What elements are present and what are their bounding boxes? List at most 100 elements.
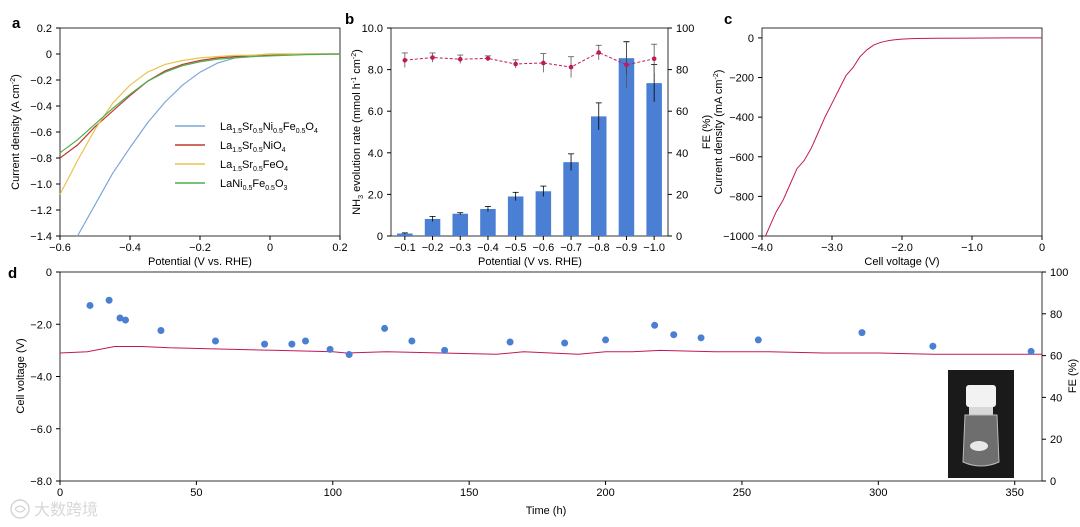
legend-entry-3: La1.5Sr0.5FeO4 bbox=[220, 159, 288, 173]
panel-b-ylabel: NH3 evolution rate (mmol h-1 cm-2) bbox=[351, 49, 365, 215]
panel-a-ytick-label: −0.2 bbox=[30, 75, 52, 87]
panel-c-xtick-label: −4.0 bbox=[751, 242, 773, 254]
panel-b-y2label: FE (%) bbox=[701, 115, 713, 149]
panel-b-ytick-label: 0 bbox=[377, 231, 383, 243]
panel-d-fe-point-1 bbox=[86, 301, 94, 309]
panel-b-xtick-label: −0.8 bbox=[588, 242, 610, 254]
panel-b-bar-6 bbox=[535, 191, 552, 236]
panel-d-voltage-line bbox=[59, 346, 1042, 355]
panel-d-xtick-label: 250 bbox=[733, 487, 751, 499]
panel-d-fe-point-3 bbox=[116, 314, 124, 322]
panel-b-y2tick-label: 80 bbox=[676, 65, 688, 77]
panel-b-ytick-label: 6.0 bbox=[368, 106, 383, 118]
panel-a-xtick-label: 0.2 bbox=[332, 242, 347, 254]
panel-label-b: b bbox=[345, 11, 354, 28]
watermark-text: 大数跨境 bbox=[34, 500, 98, 519]
panel-d-y2tick-label: 40 bbox=[1050, 392, 1062, 404]
legend-entry-1: La1.5Sr0.5Ni0.5Fe0.5O4 bbox=[220, 121, 318, 135]
panel-b-fe-point-7 bbox=[568, 64, 574, 70]
legend-entry-2: La1.5Sr0.5NiO4 bbox=[220, 140, 286, 154]
panel-d-y2tick-label: 0 bbox=[1050, 476, 1056, 488]
panel-b-ytick-label: 2.0 bbox=[368, 189, 383, 201]
panel-b-bar-7 bbox=[563, 162, 579, 236]
panel-d-fe-point-11 bbox=[345, 351, 353, 359]
panel-b-bar-2 bbox=[424, 218, 441, 236]
panel-d-fe-point-12 bbox=[381, 324, 389, 332]
panel-c-xtick-label: 0 bbox=[1039, 242, 1045, 254]
panel-d-fe-point-2 bbox=[105, 296, 113, 304]
panel-d-y2tick-label: 100 bbox=[1050, 267, 1068, 279]
panel-b-y2tick-label: 20 bbox=[676, 189, 688, 201]
panel-b-bar-4 bbox=[480, 208, 496, 236]
panel-a-series-3 bbox=[59, 53, 340, 195]
panel-b-fe-point-1 bbox=[402, 57, 408, 63]
panel-b-bar-5 bbox=[507, 196, 524, 236]
panel-a-xtick-label: −0.4 bbox=[119, 242, 141, 254]
panel-d-xtick-label: 150 bbox=[460, 487, 478, 499]
panel-b-xtick-label: −0.2 bbox=[422, 242, 444, 254]
panel-b-fe-point-5 bbox=[513, 61, 518, 67]
panel-c-ytick-label: −400 bbox=[729, 112, 754, 124]
panel-b-y2tick-label: 0 bbox=[676, 231, 682, 243]
panel-c-frame bbox=[761, 27, 1043, 237]
panel-a-ytick-label: −1.2 bbox=[30, 205, 52, 217]
panel-b-xtick-label: −0.6 bbox=[532, 242, 554, 254]
panel-c-ylabel: Current density (mA cm-2) bbox=[713, 70, 725, 195]
panel-b-fe-point-8 bbox=[596, 50, 602, 55]
panel-b-fe-point-6 bbox=[541, 60, 546, 66]
panel-d-fe-point-9 bbox=[302, 337, 309, 345]
panel-d-ytick-label: −4.0 bbox=[30, 372, 52, 384]
panel-d-y2tick-label: 60 bbox=[1050, 351, 1062, 363]
panel-d-xtick-label: 100 bbox=[324, 487, 342, 499]
panel-b-ytick-label: 8.0 bbox=[368, 65, 383, 77]
panel-c-xtick-label: −3.0 bbox=[821, 242, 843, 254]
panel-d-ytick-label: −2.0 bbox=[30, 319, 52, 331]
panel-d-fe-point-7 bbox=[261, 340, 269, 348]
panel-a-series-1 bbox=[76, 53, 340, 237]
panel-c-ytick-label: −200 bbox=[729, 73, 754, 85]
panel-d-fe-point-14 bbox=[441, 346, 449, 354]
panel-d-ytick-label: 0 bbox=[46, 267, 52, 279]
panel-b-xlabel: Potential (V vs. RHE) bbox=[478, 256, 582, 268]
panel-a-ytick-label: −0.6 bbox=[30, 127, 52, 139]
panel-a-ylabel: Current density (A cm-2) bbox=[10, 74, 22, 190]
panel-a-ytick-label: 0 bbox=[46, 49, 52, 61]
panel-b-y2tick-label: 60 bbox=[676, 106, 688, 118]
panel-a-ytick-label: −0.4 bbox=[30, 101, 52, 113]
panel-d-fe-point-15 bbox=[506, 338, 514, 346]
panel-a-series-4 bbox=[59, 53, 341, 154]
panel-b-ytick-label: 4.0 bbox=[368, 148, 383, 160]
panel-c-ytick-label: −800 bbox=[729, 191, 754, 203]
panel-b-xtick-label: −0.7 bbox=[560, 242, 582, 254]
panel-d-fe-point-8 bbox=[288, 340, 296, 348]
sample-vial-photo bbox=[948, 370, 1014, 478]
panel-c-chart: −4.0 −3.0 −2.0 −1.0 00−200−400−600−800−1000 … bbox=[713, 27, 1045, 268]
panel-b-y2tick-label: 100 bbox=[676, 23, 694, 35]
vial-neck bbox=[969, 407, 993, 415]
panel-a-xtick-label: 0 bbox=[267, 242, 273, 254]
panel-d-ylabel: Cell voltage (V) bbox=[15, 338, 27, 413]
vial-powder bbox=[970, 441, 988, 451]
panel-label-c: c bbox=[724, 11, 732, 28]
panel-d-fe-point-5 bbox=[157, 327, 165, 335]
panel-b-bar-9 bbox=[618, 58, 635, 236]
watermark-logo-mark bbox=[14, 505, 26, 513]
panel-label-a: a bbox=[12, 15, 21, 32]
panel-d-chart: 0 50 100 150 200 250 300 350 0 −2.0 −4.0 −6.0 −8.0 0 2… bbox=[15, 267, 1079, 517]
panel-b-xtick-label: −0.3 bbox=[449, 242, 471, 254]
panel-d-frame bbox=[59, 271, 1043, 482]
panel-a-legend: La1.5Sr0.5Ni0.5Fe0.5O4 La1.5Sr0.5NiO4 La… bbox=[175, 121, 318, 192]
vial-body bbox=[962, 414, 1000, 467]
panel-d-fe-point-10 bbox=[326, 345, 334, 353]
panel-b-fe-point-3 bbox=[457, 56, 463, 62]
legend-entry-4: LaNi0.5Fe0.5O3 bbox=[220, 178, 288, 192]
panel-d-xtick-label: 300 bbox=[869, 487, 887, 499]
panel-a-ytick-label: −1.4 bbox=[30, 231, 52, 243]
panel-a-ytick-label: −0.8 bbox=[30, 153, 52, 165]
panel-a-ytick-label: −1.0 bbox=[30, 179, 52, 191]
panel-a-ytick-label: 0.2 bbox=[37, 23, 52, 35]
panel-c-ytick-label: −600 bbox=[729, 152, 754, 164]
panel-b-y2tick-label: 40 bbox=[676, 148, 688, 160]
panel-label-d: d bbox=[8, 265, 17, 282]
panel-d-fe-point-4 bbox=[121, 316, 129, 324]
